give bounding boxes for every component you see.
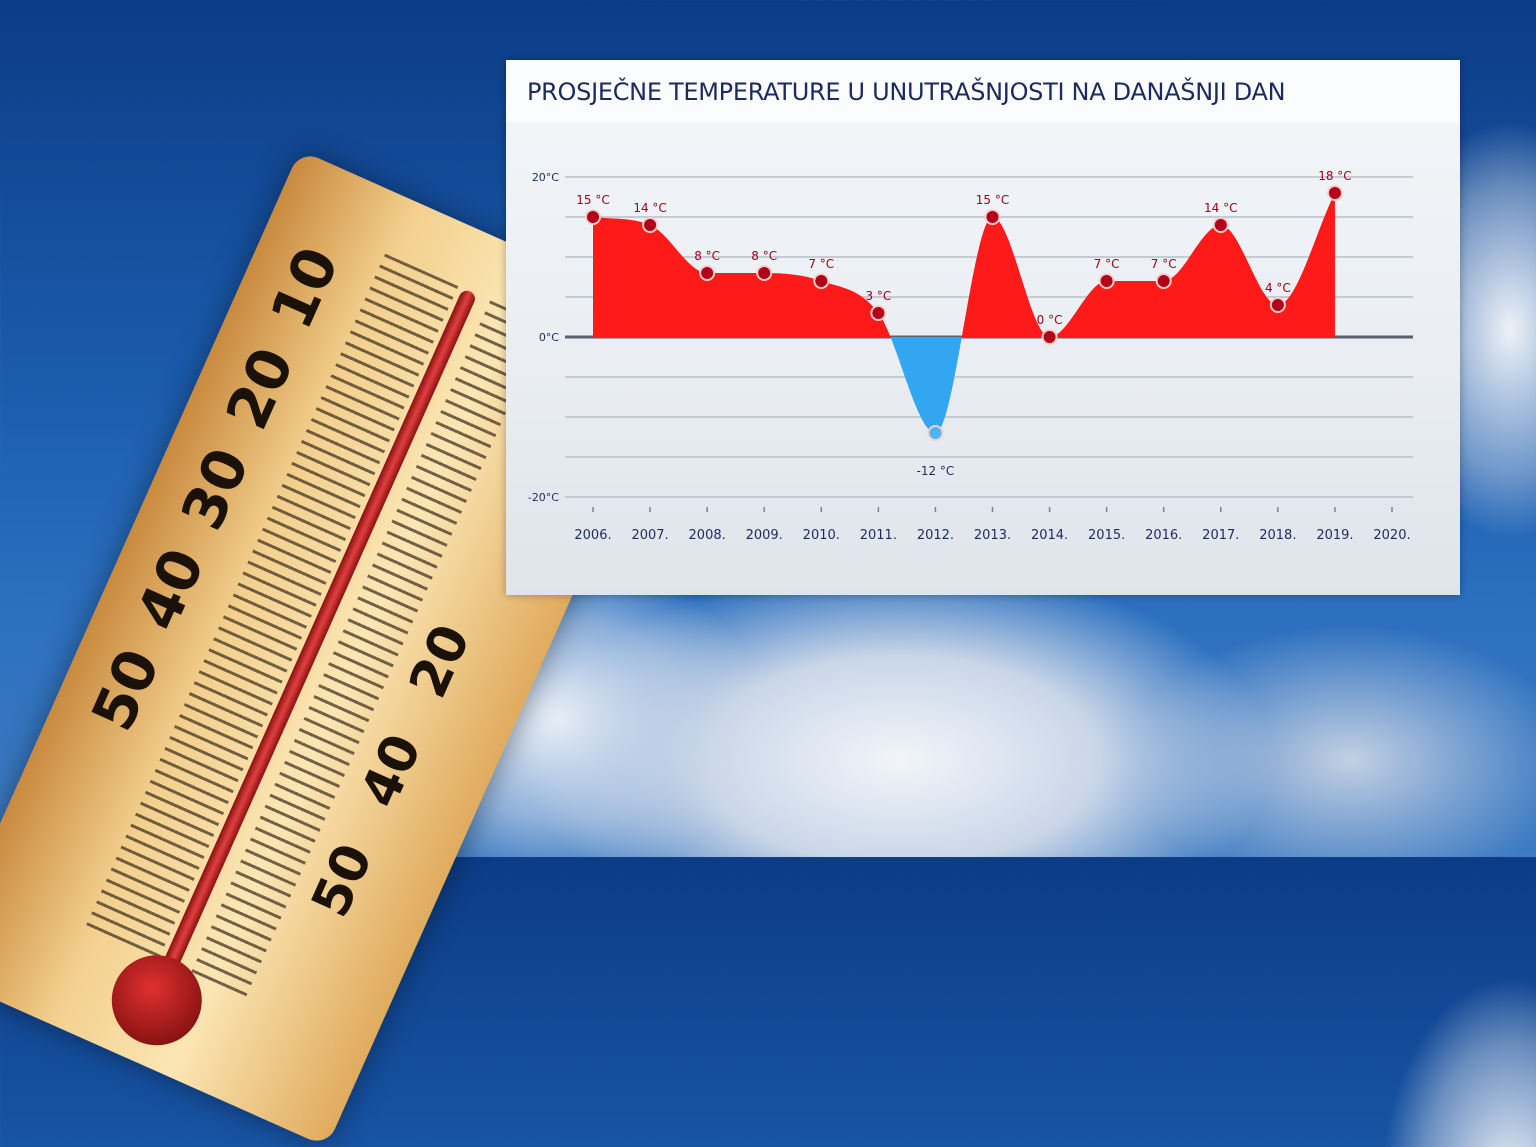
thermometer-number: 50 (300, 835, 385, 926)
data-point (1212, 217, 1229, 233)
thermometer-number: 10 (257, 237, 353, 339)
y-tick-label: 20°C (532, 171, 559, 184)
data-label: 8 °C (694, 249, 720, 263)
positive-area (593, 193, 1335, 337)
thermometer-number: 50 (78, 639, 174, 741)
data-point (813, 273, 830, 289)
data-label: 14 °C (633, 201, 666, 215)
x-tick-label: 2014. (1031, 528, 1068, 543)
data-point (870, 305, 887, 321)
chart-title: PROSJEČNE TEMPERATURE U UNUTRAŠNJOSTI NA… (527, 78, 1286, 106)
data-point (585, 209, 601, 225)
x-tick-label: 2017. (1202, 528, 1239, 543)
x-tick-label: 2016. (1145, 528, 1182, 543)
x-tick-label: 2013. (974, 528, 1011, 543)
data-point (1098, 273, 1115, 289)
data-point (642, 217, 659, 233)
x-tick-label: 2006. (574, 528, 611, 543)
x-tick-label: 2010. (803, 528, 840, 543)
thermometer-number: 20 (212, 337, 308, 440)
data-label: -12 °C (917, 464, 955, 478)
x-tick-label: 2012. (917, 528, 954, 543)
temperature-chart: 20°C 0°C -20°C 15 °C 14 °C 8 °C 8 °C 7 °C 3 °C -1… (528, 169, 1413, 543)
thermometer-number: 40 (349, 725, 434, 817)
data-label: 4 °C (1265, 281, 1291, 295)
x-tick-label: 2008. (689, 528, 726, 543)
x-tick-label: 2007. (631, 528, 668, 543)
y-tick-label: -20°C (528, 491, 559, 504)
x-tick-label: 2019. (1316, 528, 1353, 543)
data-point (927, 425, 944, 441)
data-point (756, 265, 773, 281)
chart-panel: PROSJEČNE TEMPERATURE U UNUTRAŠNJOSTI NA… (506, 60, 1460, 595)
x-tick-label: 2009. (746, 528, 783, 543)
data-label: 15 °C (576, 193, 609, 207)
data-label: 7 °C (1094, 257, 1120, 271)
data-point (1041, 329, 1058, 345)
data-label: 7 °C (808, 257, 834, 271)
data-point (1326, 185, 1343, 201)
data-label: 7 °C (1151, 257, 1177, 271)
thermometer-number: 40 (123, 538, 218, 640)
data-point (699, 265, 716, 281)
x-tick-label: 2015. (1088, 528, 1125, 543)
data-label: 8 °C (751, 249, 777, 263)
data-point (1155, 273, 1172, 289)
chart-title-bar: PROSJEČNE TEMPERATURE U UNUTRAŠNJOSTI NA… (506, 60, 1460, 122)
thermometer-number: 20 (398, 616, 483, 707)
x-tick-label: 2011. (860, 528, 897, 543)
data-point (1269, 297, 1286, 313)
data-label: 3 °C (865, 289, 891, 303)
x-tick-label: 2018. (1259, 528, 1296, 543)
data-label: 15 °C (976, 193, 1009, 207)
y-tick-label: 0°C (539, 331, 559, 344)
thermometer-number: 30 (167, 438, 263, 540)
data-label: 18 °C (1318, 169, 1351, 183)
data-label: 14 °C (1204, 201, 1237, 215)
x-tick-label: 2020. (1373, 528, 1410, 543)
data-label: 0 °C (1037, 313, 1063, 327)
data-point (984, 209, 1001, 225)
